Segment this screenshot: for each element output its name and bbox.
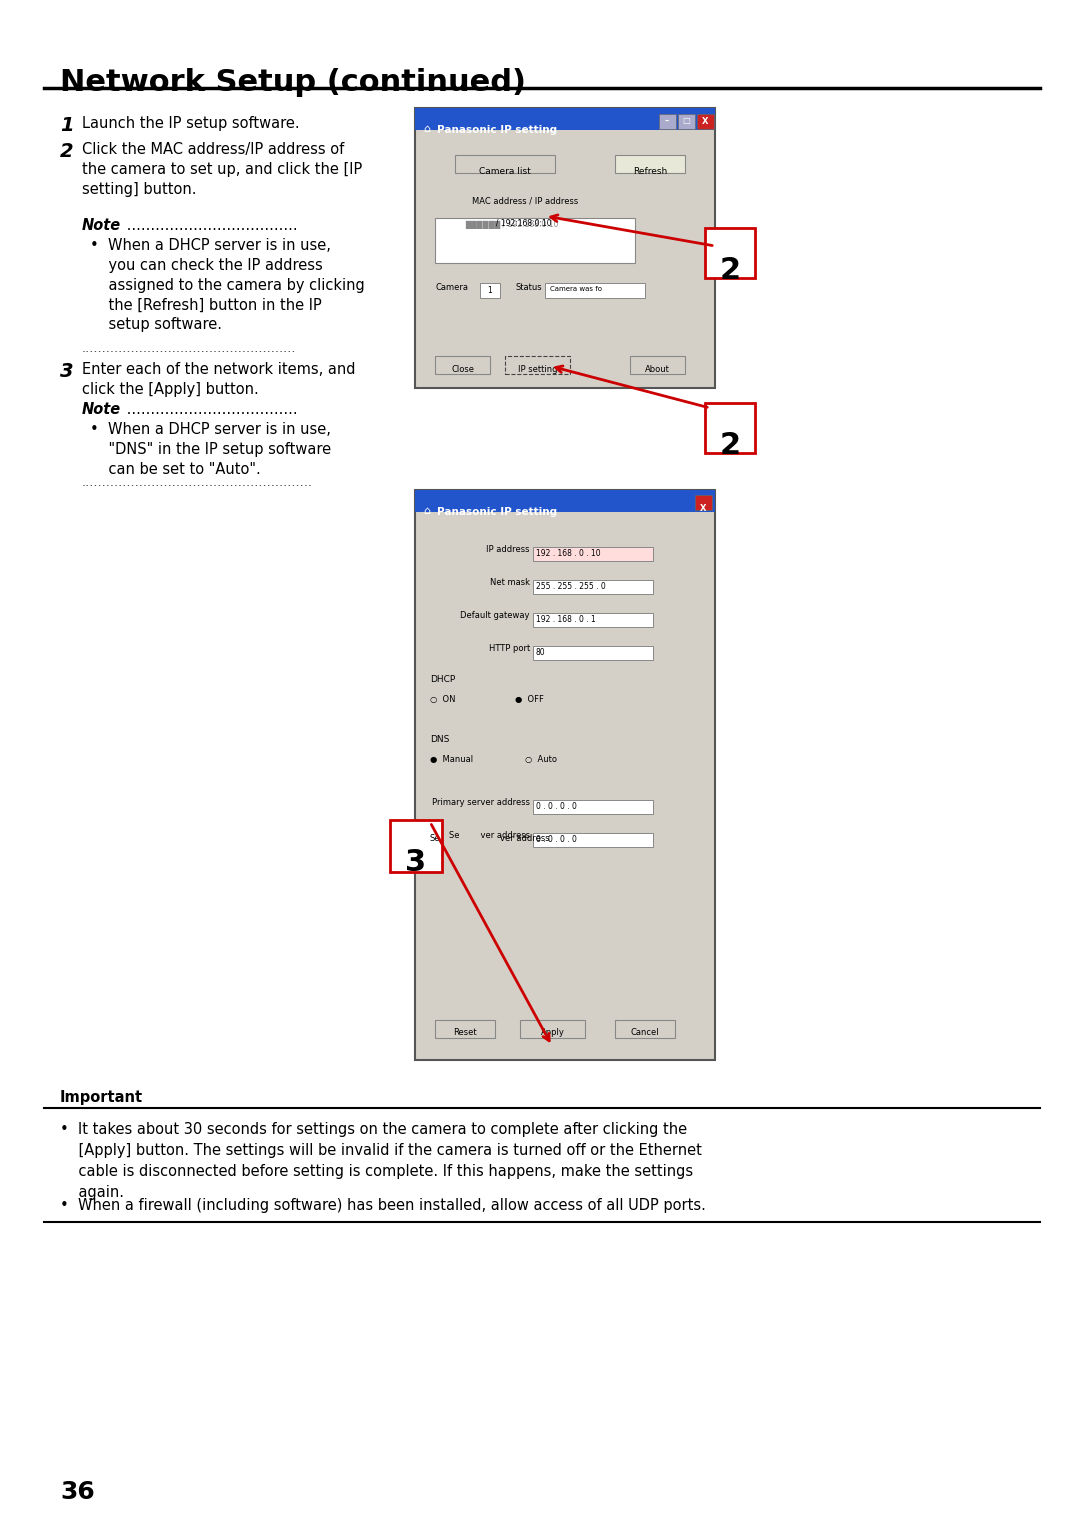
Text: •  When a DHCP server is in use,
    "DNS" in the IP setup software
    can be s: • When a DHCP server is in use, "DNS" in… (90, 422, 332, 477)
Text: 1: 1 (488, 286, 492, 295)
Text: Apply: Apply (541, 1027, 565, 1037)
Bar (435, 1020, 495, 1038)
Text: Primary server address: Primary server address (432, 798, 530, 807)
Bar (534, 800, 653, 813)
Text: X: X (702, 116, 708, 125)
Text: 2: 2 (719, 255, 741, 284)
Bar (435, 219, 635, 263)
Text: 3: 3 (405, 849, 427, 878)
Text: ○  ON: ○ ON (430, 696, 456, 703)
Text: 192 . 168 . 0 . 1: 192 . 168 . 0 . 1 (536, 615, 596, 624)
Bar (697, 115, 714, 128)
Text: DHCP: DHCP (430, 674, 456, 683)
Text: 36: 36 (60, 1480, 95, 1505)
Bar (519, 1020, 585, 1038)
Text: About: About (645, 365, 670, 375)
Bar (419, 130, 711, 384)
Text: 1: 1 (60, 116, 73, 135)
Text: Note: Note (82, 402, 121, 417)
Text: Note: Note (82, 219, 121, 232)
Text: □: □ (683, 116, 690, 125)
Bar (696, 495, 712, 511)
Text: Important: Important (60, 1090, 144, 1105)
Text: 3: 3 (60, 362, 73, 381)
Bar (534, 613, 653, 627)
Text: Default gateway: Default gateway (460, 612, 530, 619)
Text: 2: 2 (60, 142, 73, 161)
Text: Se: Se (430, 833, 441, 842)
Text: 80: 80 (536, 648, 545, 657)
Bar (415, 109, 715, 130)
Text: ....................................: .................................... (122, 219, 298, 232)
Text: ⌂: ⌂ (423, 506, 430, 515)
Bar (390, 820, 442, 872)
Text: 0 . 0 . 0 . 0: 0 . 0 . 0 . 0 (536, 803, 577, 810)
Text: Camera: Camera (435, 283, 468, 292)
Text: Panasonic IP setting: Panasonic IP setting (437, 125, 557, 135)
Text: ver address: ver address (500, 833, 550, 842)
Bar (505, 356, 570, 375)
Bar (534, 547, 653, 561)
Bar (705, 404, 755, 453)
Text: ........................................................: ........................................… (82, 476, 313, 489)
Text: Reset: Reset (454, 1027, 476, 1037)
Text: Camera was fo: Camera was fo (550, 286, 602, 292)
Bar (678, 115, 696, 128)
Text: Camera list: Camera list (480, 167, 531, 176)
Bar (630, 356, 685, 375)
Bar (705, 228, 755, 278)
Text: •  It takes about 30 seconds for settings on the camera to complete after clicki: • It takes about 30 seconds for settings… (60, 1122, 702, 1200)
Bar (455, 154, 555, 173)
Bar (534, 579, 653, 593)
Text: 0 . 0 . 0 . 0: 0 . 0 . 0 . 0 (536, 835, 577, 844)
Text: X: X (700, 505, 706, 514)
Text: ○  Auto: ○ Auto (525, 755, 557, 764)
Text: –: – (665, 116, 670, 125)
Text: Close: Close (451, 365, 474, 375)
Text: MAC address / IP address: MAC address / IP address (472, 196, 578, 205)
Bar (545, 283, 645, 298)
Text: 255 . 255 . 255 . 0: 255 . 255 . 255 . 0 (536, 583, 606, 592)
Text: HTTP port: HTTP port (489, 644, 530, 653)
Bar (415, 109, 715, 388)
Text: Network Setup (continued): Network Setup (continued) (60, 67, 526, 96)
Text: Click the MAC address/IP address of
the camera to set up, and click the [IP
sett: Click the MAC address/IP address of the … (82, 142, 362, 197)
Text: ....................................: .................................... (122, 402, 298, 417)
Bar (659, 115, 676, 128)
Text: IP address: IP address (486, 544, 530, 553)
Bar (415, 489, 715, 1060)
Text: 192 . 168 . 0 . 10: 192 . 168 . 0 . 10 (536, 549, 600, 558)
Text: ●  Manual: ● Manual (430, 755, 473, 764)
Text: Launch the IP setup software.: Launch the IP setup software. (82, 116, 299, 131)
Text: ⌂: ⌂ (423, 124, 430, 135)
Bar (435, 356, 490, 375)
Text: Se        ver address: Se ver address (449, 830, 530, 839)
Text: DNS: DNS (430, 735, 449, 745)
Text: ██████ / 192:168:0:10: ██████ / 192:168:0:10 (465, 220, 558, 229)
Text: ●  OFF: ● OFF (515, 696, 544, 703)
Text: IP setting: IP setting (517, 365, 557, 375)
Bar (534, 645, 653, 661)
Text: / 192:168:0:10: / 192:168:0:10 (465, 219, 552, 226)
Bar (480, 283, 500, 298)
Text: Panasonic IP setting: Panasonic IP setting (437, 508, 557, 517)
Bar (615, 1020, 675, 1038)
Text: Refresh: Refresh (633, 167, 667, 176)
Text: •  When a firewall (including software) has been installed, allow access of all : • When a firewall (including software) h… (60, 1199, 706, 1212)
Text: •  When a DHCP server is in use,
    you can check the IP address
    assigned t: • When a DHCP server is in use, you can … (90, 239, 365, 332)
Bar (419, 512, 711, 1057)
Text: Status: Status (515, 283, 542, 292)
Text: ....................................................: ........................................… (82, 342, 297, 355)
Text: Enter each of the network items, and
click the [Apply] button.: Enter each of the network items, and cli… (82, 362, 355, 398)
Bar (615, 154, 685, 173)
Text: Net mask: Net mask (490, 578, 530, 587)
Bar (415, 489, 715, 512)
Text: 2: 2 (719, 431, 741, 460)
Bar (534, 833, 653, 847)
Text: Cancel: Cancel (631, 1027, 659, 1037)
